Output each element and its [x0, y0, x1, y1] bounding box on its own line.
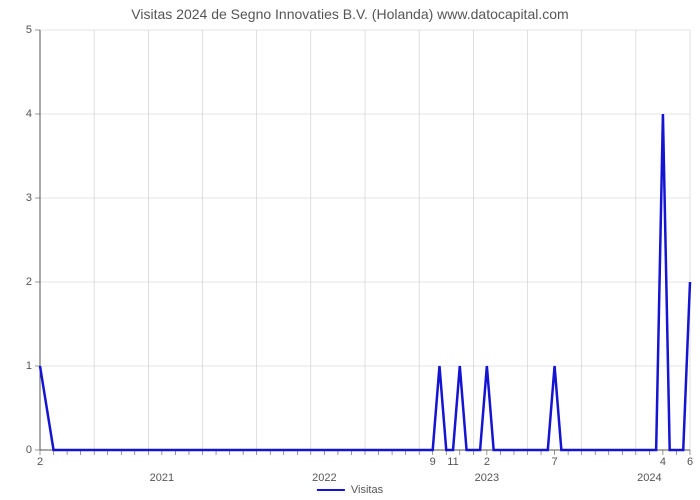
x-month-label: 2 — [472, 456, 502, 468]
x-month-label: 6 — [675, 456, 700, 468]
y-tick-label: 0 — [0, 444, 32, 456]
x-month-label: 7 — [540, 456, 570, 468]
y-tick-label: 2 — [0, 276, 32, 288]
x-year-label: 2024 — [619, 472, 679, 484]
x-year-label: 2023 — [457, 472, 517, 484]
y-tick-label: 3 — [0, 192, 32, 204]
chart-title: Visitas 2024 de Segno Innovaties B.V. (H… — [0, 6, 700, 22]
y-tick-label: 5 — [0, 24, 32, 36]
x-month-label: 2 — [25, 456, 55, 468]
legend-swatch — [317, 489, 345, 491]
x-month-label: 11 — [438, 456, 468, 468]
y-tick-label: 4 — [0, 108, 32, 120]
y-tick-label: 1 — [0, 360, 32, 372]
line-chart: Visitas 2024 de Segno Innovaties B.V. (H… — [0, 0, 700, 500]
plot-area — [40, 30, 690, 450]
legend-label: Visitas — [351, 484, 383, 496]
x-month-label: 4 — [648, 456, 678, 468]
plot-svg — [40, 30, 690, 450]
x-year-label: 2022 — [294, 472, 354, 484]
x-year-label: 2021 — [132, 472, 192, 484]
legend: Visitas — [317, 484, 383, 496]
